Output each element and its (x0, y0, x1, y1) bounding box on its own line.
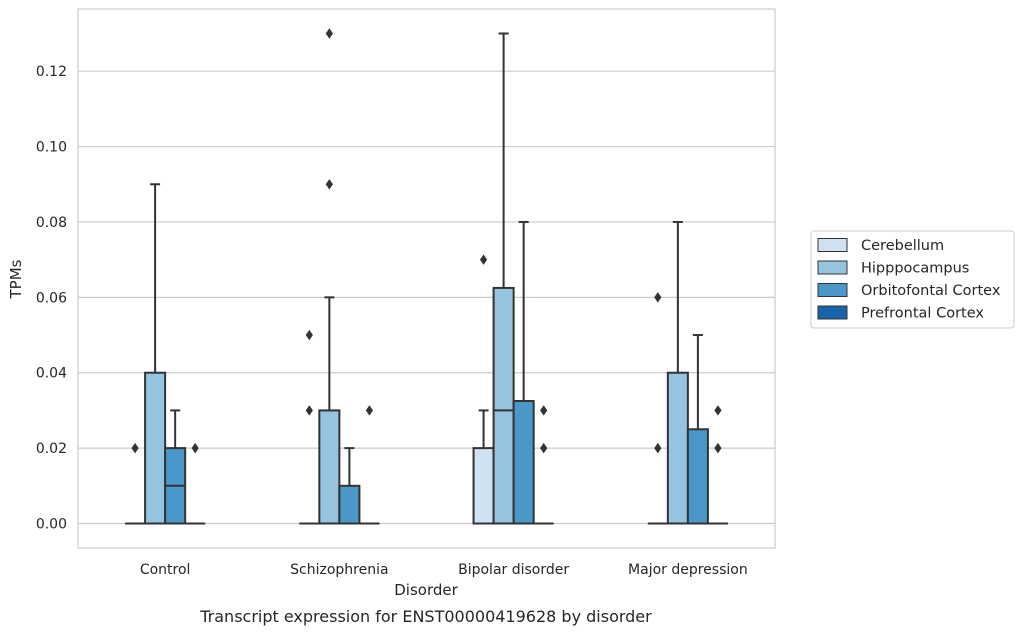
legend-swatch (817, 305, 848, 320)
legend-label: Orbitofontal Cortex (861, 283, 1001, 299)
legend-swatch (817, 283, 848, 297)
y-tick-label: 0.12 (36, 64, 67, 80)
box-group (512, 220, 535, 525)
box-group (359, 405, 380, 525)
boxes (125, 28, 728, 525)
box-group (707, 405, 728, 525)
box-iqr (144, 371, 167, 525)
box-iqr (686, 428, 709, 525)
legend-label: Prefrontal Cortex (861, 306, 984, 322)
box-group (492, 32, 515, 525)
x-tick-label: Bipolar disorder (458, 562, 569, 578)
outlier-point (325, 179, 333, 190)
plot-frame (77, 8, 776, 549)
legend-frame (810, 230, 1015, 329)
box-group (185, 442, 206, 525)
box-group (164, 409, 187, 525)
figure-caption: Transcript expression for ENST0000041962… (199, 607, 652, 626)
outlier-point (131, 442, 139, 454)
outlier-point (479, 254, 488, 265)
outlier-point (714, 442, 722, 454)
y-axis-label: TPMs (7, 259, 25, 299)
box-iqr (338, 484, 361, 525)
box-group (144, 183, 167, 525)
outlier-point (325, 28, 333, 39)
y-tick-label: 0.02 (36, 441, 67, 457)
outlier-point (654, 292, 662, 303)
legend: Cerebellum Hipppocampus Orbitofontal Corte… (810, 230, 1015, 329)
outlier-point (365, 405, 374, 416)
y-tick-label: 0.00 (36, 517, 67, 533)
box-group (647, 292, 668, 525)
box-group (666, 220, 689, 525)
box-group (472, 254, 495, 525)
outlier-point (305, 405, 313, 416)
box-group (533, 405, 554, 525)
x-tick-label: Schizophrenia (290, 562, 388, 578)
x-axis-label: Disorder (394, 581, 458, 599)
x-tick-label: Control (140, 562, 191, 578)
box-group (338, 447, 361, 525)
legend-label: Cerebellum (861, 238, 944, 254)
x-tick-labels: Control Schizophrenia Bipolar disorder Majo… (140, 562, 748, 578)
box-group (125, 442, 146, 525)
outlier-point (714, 405, 722, 416)
outlier-point (540, 405, 548, 416)
box-iqr (512, 400, 535, 525)
y-tick-labels: 0.00 0.02 0.04 0.06 0.08 0.10 0.12 (36, 64, 67, 532)
box-iqr (666, 371, 689, 525)
outlier-point (305, 329, 313, 341)
y-tick-label: 0.08 (36, 215, 67, 231)
box-iqr (492, 286, 515, 525)
outlier-point (654, 442, 662, 454)
box-iqr (472, 447, 495, 525)
y-tick-label: 0.10 (36, 140, 67, 156)
legend-swatch (817, 238, 848, 252)
box-iqr (318, 409, 341, 525)
outlier-point (540, 442, 548, 454)
y-tick-label: 0.06 (36, 290, 67, 306)
box-group (318, 28, 341, 525)
x-tick-label: Major depression (628, 562, 748, 578)
y-tick-label: 0.04 (36, 366, 67, 382)
legend-swatch (817, 260, 848, 275)
box-group (299, 329, 320, 525)
legend-label: Hipppocampus (861, 261, 969, 277)
box-group (686, 334, 709, 525)
outlier-point (191, 442, 199, 454)
